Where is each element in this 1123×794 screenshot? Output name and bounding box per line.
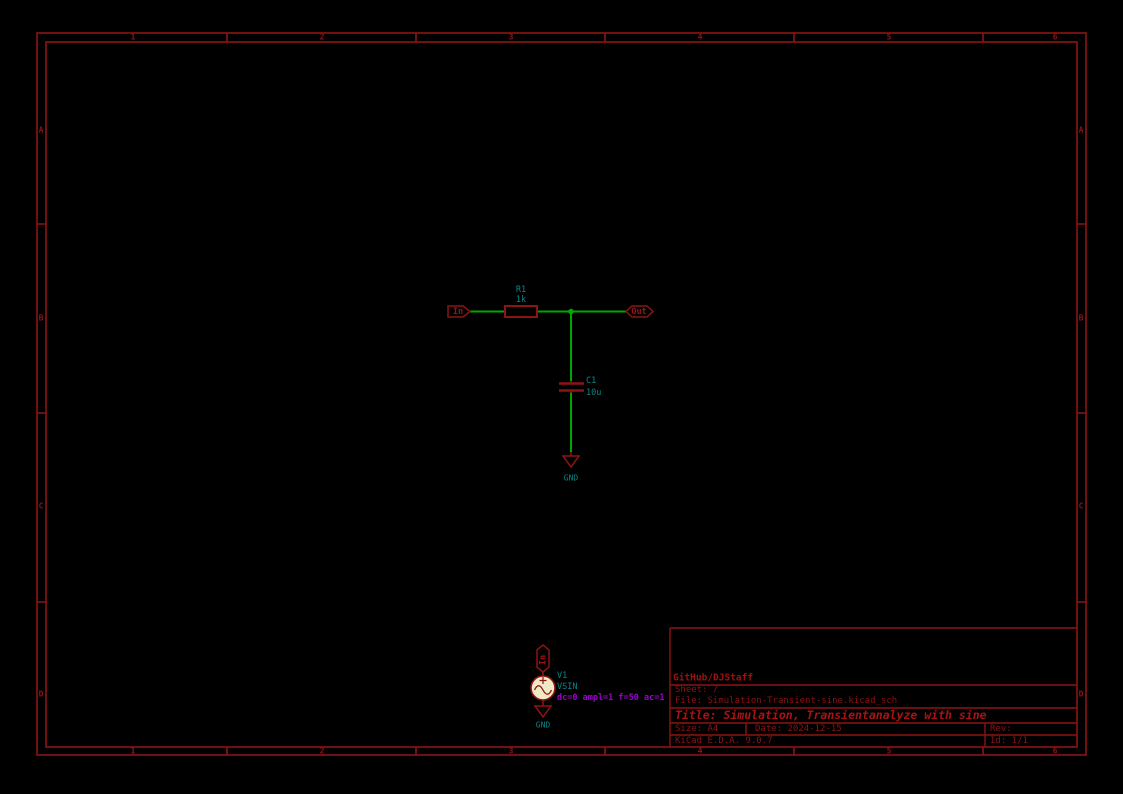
zone-number-bottom-2: 2 [319,746,325,756]
tool-version-text: KiCad E.D.A. 9.0.7 [675,736,773,746]
zone-number-top-5: 5 [886,32,892,42]
voltage-source-v1-symbol[interactable] [530,672,556,704]
date-text: Date: 2024-12-15 [755,724,842,734]
capacitor-ref[interactable]: C1 [586,376,597,386]
zone-letter-left-b: B [38,313,44,323]
resistor-r1-symbol[interactable] [504,305,538,318]
gnd-arrow-icon-2 [533,705,553,719]
source-value[interactable]: VSIN [557,682,578,692]
zone-number-bottom-1: 1 [130,746,136,756]
hier-label-in[interactable] [447,305,472,318]
capacitor-c1-symbol[interactable] [559,381,584,393]
zone-number-bottom-5: 5 [886,746,892,756]
junction-dot[interactable] [568,308,574,315]
sheet-path-text: Sheet: / [675,685,719,695]
hier-label-in-text[interactable]: In [452,307,464,317]
hier-label-v1-in[interactable]: In [536,644,550,673]
title-block-frame [669,627,1077,747]
frame-inner-border [45,41,1078,748]
gnd-symbol-c1[interactable] [561,452,581,469]
plus-icon [539,677,547,684]
hier-label-out[interactable] [624,305,655,318]
frame-ticks-top [226,33,984,42]
zone-number-bottom-3: 3 [508,746,514,756]
sheet-title-text: Title: Simulation, Transientanalyze with… [675,708,987,722]
wires[interactable] [470,310,626,453]
revision-text: Rev: [990,724,1012,734]
company-text: GitHub/DJStaff [673,672,754,684]
source-sim-params[interactable]: dc=0 ampl=1 f=50 ac=1 [557,693,665,703]
zone-number-top-2: 2 [319,32,325,42]
zone-number-top-6: 6 [1052,32,1058,42]
zone-letter-left-d: D [38,689,44,699]
zone-number-top-3: 3 [508,32,514,42]
source-ref[interactable]: V1 [557,671,568,681]
title-block-lines [669,627,1077,747]
frame-ticks-right [1077,223,1086,603]
paper-size-text: Size: A4 [675,724,719,734]
hier-label-v1-in-text: In [539,655,549,665]
resistor-value[interactable]: 1k [515,295,527,305]
resistor-ref[interactable]: R1 [515,285,527,295]
zone-letter-right-d: D [1078,689,1084,699]
zone-number-bottom-6: 6 [1052,746,1058,756]
gnd-text-v1[interactable]: GND [535,720,551,730]
hier-label-out-text[interactable]: Out [631,307,647,317]
gnd-text-c1[interactable]: GND [563,473,579,483]
gnd-arrow-icon [561,455,581,469]
zone-letter-right-b: B [1078,313,1084,323]
title-block-dividers [745,723,986,747]
zone-number-top-4: 4 [697,32,703,42]
zone-letter-left-a: A [38,125,44,135]
frame-ticks-left [37,223,46,603]
frame-outer-border [36,32,1087,756]
zone-number-top-1: 1 [130,32,136,42]
sheet-id-text: Id: 1/1 [990,736,1028,746]
capacitor-value[interactable]: 10u [586,388,602,398]
frame-ticks-bottom [226,747,984,755]
file-name-text: File: Simulation-Transient-sine.kicad_sc… [675,696,898,706]
zone-letter-left-c: C [38,501,44,511]
zone-letter-right-a: A [1078,125,1084,135]
sine-wave-icon [533,685,553,695]
zone-number-bottom-4: 4 [697,746,703,756]
zone-letter-right-c: C [1078,501,1084,511]
gnd-symbol-v1[interactable] [533,704,553,719]
sheet-frame [36,32,1087,756]
